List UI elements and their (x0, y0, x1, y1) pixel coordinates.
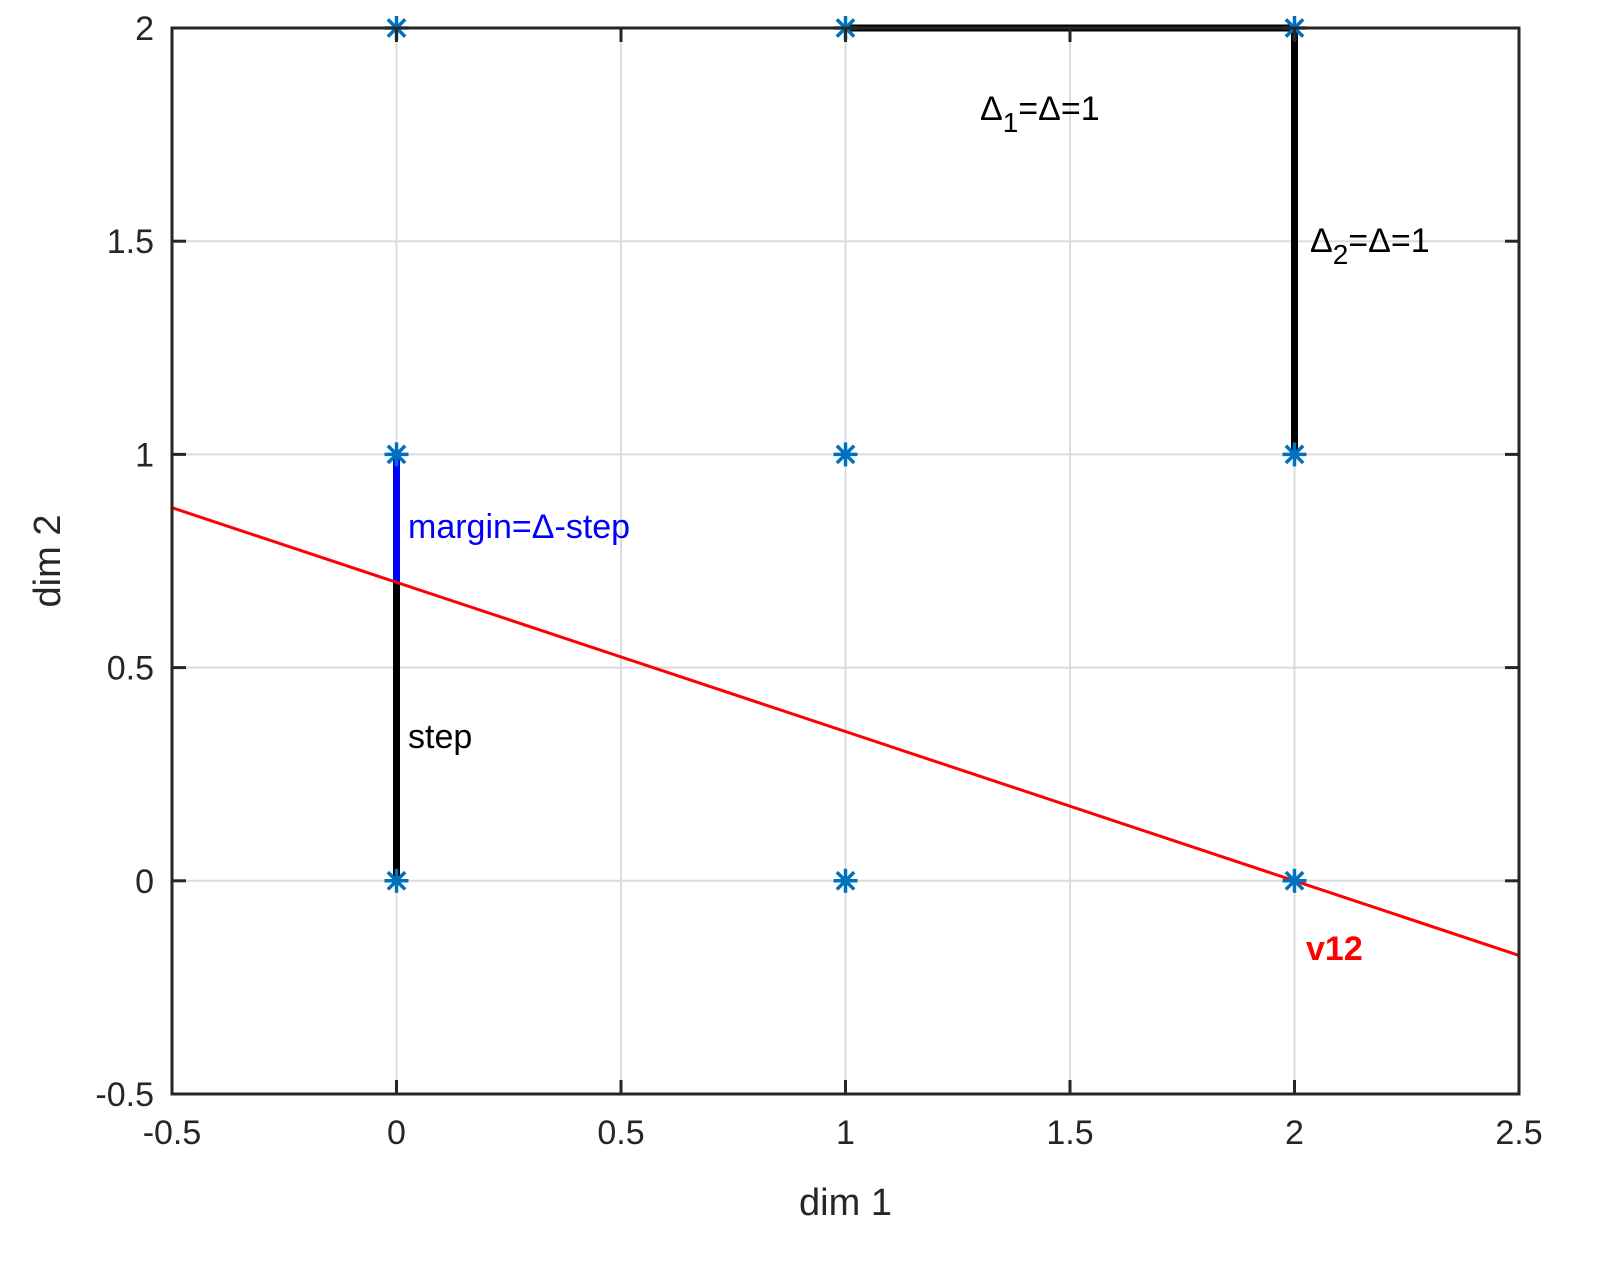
v12-annotation: v12 (1306, 930, 1363, 968)
delta1-rest: =Δ=1 (1018, 90, 1099, 128)
asterisk-stroke (386, 870, 407, 891)
x-tick-label: 1.5 (1046, 1114, 1093, 1152)
y-tick-label: 2 (135, 10, 154, 48)
x-tick-label: 1 (836, 1114, 855, 1152)
delta2-subscript: 2 (1333, 239, 1349, 270)
y-tick-label: 0 (135, 863, 154, 901)
margin-annotation: margin=Δ-step (408, 508, 630, 546)
step-annotation: step (408, 718, 472, 756)
asterisk-stroke (1284, 870, 1305, 891)
y-axis-label: dim 2 (27, 515, 69, 608)
data-point (1282, 442, 1307, 467)
tick-labels: -0.5 0 0.5 1 1.5 2 2.5 -0.5 0 0.5 1 1.5 2 (95, 10, 1542, 1152)
asterisk-stroke (835, 444, 856, 465)
asterisk-stroke (386, 444, 407, 465)
delta2-rest: =Δ=1 (1348, 222, 1429, 260)
x-tick-label: 2 (1285, 1114, 1304, 1152)
delta1-subscript: 1 (1003, 107, 1019, 138)
x-tick-label: -0.5 (143, 1114, 202, 1152)
delta2-base: Δ (1310, 222, 1333, 260)
delta1-annotation: Δ1=Δ=1 (980, 90, 1100, 138)
delta1-base: Δ (980, 90, 1003, 128)
delta2-annotation: Δ2=Δ=1 (1310, 222, 1430, 270)
y-tick-label: 1.5 (107, 223, 154, 261)
y-tick-label: 0.5 (107, 650, 154, 688)
data-point (384, 442, 409, 467)
ticks (170, 26, 1521, 1096)
x-tick-label: 0.5 (597, 1114, 644, 1152)
x-tick-label: 2.5 (1495, 1114, 1542, 1152)
data-point (384, 868, 409, 893)
asterisk-stroke (835, 870, 856, 891)
data-point (833, 868, 858, 893)
data-point (1282, 868, 1307, 893)
y-tick-label: 1 (135, 436, 154, 474)
y-tick-label: -0.5 (95, 1076, 154, 1114)
data-point (833, 442, 858, 467)
asterisk-stroke (1284, 444, 1305, 465)
x-tick-label: 0 (387, 1114, 406, 1152)
x-axis-label: dim 1 (799, 1182, 892, 1224)
